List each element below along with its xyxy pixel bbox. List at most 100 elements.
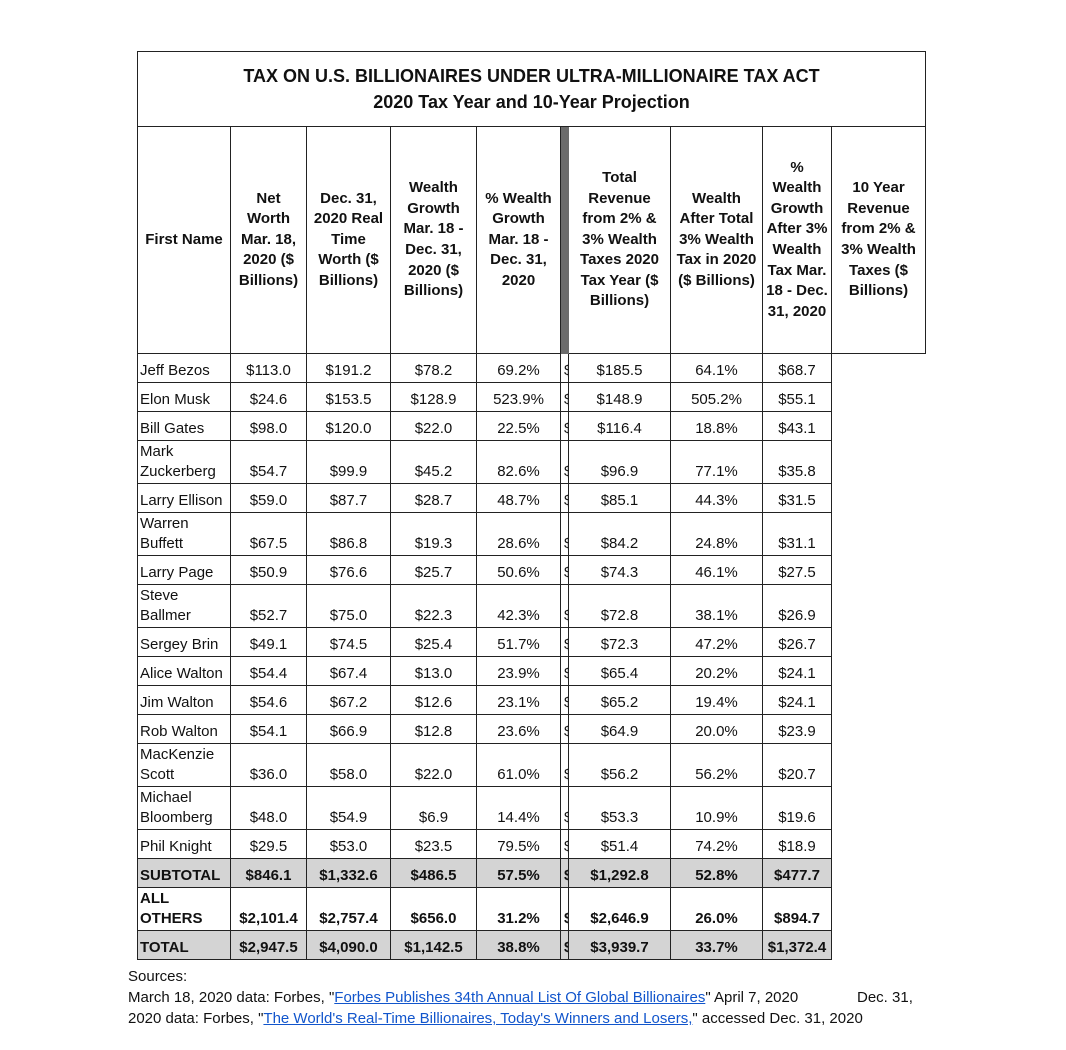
table-cell: $2.0 xyxy=(560,656,569,686)
table-cell: $2.0 xyxy=(560,685,569,715)
table-row: Jeff Bezos$113.0$191.2$78.269.2%$5.7$185… xyxy=(137,353,926,383)
table-cell: $12.8 xyxy=(390,714,477,744)
title-line-2: 2020 Tax Year and 10-Year Projection xyxy=(373,92,690,112)
table-cell: $2,757.4 xyxy=(306,887,391,931)
table-cell: 79.5% xyxy=(476,829,561,859)
table-cell: $24.1 xyxy=(762,656,832,686)
table-cell: $22.0 xyxy=(390,743,477,787)
table-cell: 61.0% xyxy=(476,743,561,787)
table-cell: $1.6 xyxy=(560,829,569,859)
table-cell: $96.9 xyxy=(568,440,671,484)
column-header: Wealth Growth Mar. 18 - Dec. 31, 2020 ($… xyxy=(390,126,477,354)
table-cell: $75.0 xyxy=(306,584,391,628)
table-cell: $1.6 xyxy=(560,786,569,830)
table-cell: $2.0 xyxy=(560,714,569,744)
table-cell: $43.1 xyxy=(762,411,832,441)
table-cell: $5.7 xyxy=(560,353,569,383)
table-cell: $22.3 xyxy=(390,584,477,628)
table-row: Sergey Brin$49.1$74.5$25.451.7%$2.2$72.3… xyxy=(137,627,926,657)
table-cell: $74.5 xyxy=(306,627,391,657)
column-header: Total Revenue from 2% & 3% Wealth Taxes … xyxy=(568,126,671,354)
table-cell: 38.8% xyxy=(476,930,561,960)
table-cell: $74.6 xyxy=(560,887,569,931)
title-line-1: TAX ON U.S. BILLIONAIRES UNDER ULTRA-MIL… xyxy=(243,66,820,86)
table-cell: $74.3 xyxy=(568,555,671,585)
table-cell: 23.1% xyxy=(476,685,561,715)
table-cell: 44.3% xyxy=(670,483,763,513)
table-cell: 82.6% xyxy=(476,440,561,484)
table-row: Alice Walton$54.4$67.4$13.023.9%$2.0$65.… xyxy=(137,656,926,686)
table-cell: $13.0 xyxy=(390,656,477,686)
summary-row: ALL OTHERS$2,101.4$2,757.4$656.031.2%$74… xyxy=(137,887,926,931)
table-cell: $67.2 xyxy=(306,685,391,715)
source-line-1: March 18, 2020 data: Forbes, "Forbes Pub… xyxy=(128,987,928,1008)
table-cell: 56.2% xyxy=(670,743,763,787)
table-cell: $27.5 xyxy=(762,555,832,585)
table-cell: $2,101.4 xyxy=(230,887,307,931)
table-cell: $58.0 xyxy=(306,743,391,787)
forbes-billionaires-list-link[interactable]: Forbes Publishes 34th Annual List Of Glo… xyxy=(334,989,706,1006)
table-cell: 52.8% xyxy=(670,858,763,888)
billionaire-tax-table: TAX ON U.S. BILLIONAIRES UNDER ULTRA-MIL… xyxy=(136,51,927,960)
table-cell: $49.1 xyxy=(230,627,307,657)
column-header: % Wealth Growth Mar. 18 - Dec. 31, 2020 xyxy=(476,126,561,354)
table-cell: $55.1 xyxy=(762,382,832,412)
table-cell: $84.2 xyxy=(568,512,671,556)
table-cell: 77.1% xyxy=(670,440,763,484)
row-label: Mark Zuckerberg xyxy=(137,440,231,484)
table-cell: $6.9 xyxy=(390,786,477,830)
table-cell: $65.2 xyxy=(568,685,671,715)
table-cell: 31.2% xyxy=(476,887,561,931)
header-row: First Name Net Worth Mar. 18, 2020 ($ Bil… xyxy=(137,126,927,354)
table-cell: $1,292.8 xyxy=(568,858,671,888)
table-cell: $29.5 xyxy=(230,829,307,859)
column-header: Dec. 31, 2020 Real Time Worth ($ Billion… xyxy=(306,126,391,354)
table-cell: 47.2% xyxy=(670,627,763,657)
table-cell: $113.0 xyxy=(230,353,307,383)
table-cell: $76.6 xyxy=(306,555,391,585)
table-cell: $1,142.5 xyxy=(390,930,477,960)
row-label: Steve Ballmer xyxy=(137,584,231,628)
column-header: 10 Year Revenue from 2% & 3% Wealth Taxe… xyxy=(830,126,927,354)
table-cell: $78.2 xyxy=(390,353,477,383)
table-cell: $66.9 xyxy=(306,714,391,744)
table-cell: 46.1% xyxy=(670,555,763,585)
table-cell: $35.8 xyxy=(762,440,832,484)
row-label: Jeff Bezos xyxy=(137,353,231,383)
source-text: March 18, 2020 data: Forbes, " xyxy=(128,989,335,1006)
table-cell: $2,646.9 xyxy=(568,887,671,931)
column-separator xyxy=(560,126,569,354)
table-cell: $19.6 xyxy=(762,786,832,830)
table-cell: $51.4 xyxy=(568,829,671,859)
table-cell: $99.9 xyxy=(306,440,391,484)
table-row: Warren Buffett$67.5$86.8$19.328.6%$2.6$8… xyxy=(137,512,926,556)
table-row: Mark Zuckerberg$54.7$99.9$45.282.6%$3.0$… xyxy=(137,440,926,484)
row-label: ALL OTHERS xyxy=(137,887,231,931)
table-cell: $2.6 xyxy=(560,483,569,513)
table-cell: 10.9% xyxy=(670,786,763,830)
table-cell: 20.0% xyxy=(670,714,763,744)
forbes-realtime-billionaires-link[interactable]: The World's Real-Time Billionaires, Toda… xyxy=(263,1010,693,1027)
summary-row: TOTAL$2,947.5$4,090.0$1,142.538.8%$114.4… xyxy=(137,930,926,960)
table-cell: $50.9 xyxy=(230,555,307,585)
table-cell: 23.9% xyxy=(476,656,561,686)
table-row: Jim Walton$54.6$67.2$12.623.1%$2.0$65.21… xyxy=(137,685,926,715)
table-cell: $114.4 xyxy=(560,930,569,960)
table-row: Bill Gates$98.0$120.0$22.022.5%$3.6$116.… xyxy=(137,411,926,441)
table-cell: $72.3 xyxy=(568,627,671,657)
table-cell: 69.2% xyxy=(476,353,561,383)
row-label: SUBTOTAL xyxy=(137,858,231,888)
table-cell: 50.6% xyxy=(476,555,561,585)
table-cell: $54.6 xyxy=(230,685,307,715)
table-cell: 48.7% xyxy=(476,483,561,513)
table-cell: $85.1 xyxy=(568,483,671,513)
table-cell: $53.0 xyxy=(306,829,391,859)
table-cell: 505.2% xyxy=(670,382,763,412)
table-cell: 33.7% xyxy=(670,930,763,960)
table-cell: $87.7 xyxy=(306,483,391,513)
row-label: Alice Walton xyxy=(137,656,231,686)
table-cell: $1.7 xyxy=(560,743,569,787)
table-title: TAX ON U.S. BILLIONAIRES UNDER ULTRA-MIL… xyxy=(136,51,927,127)
table-cell: $64.9 xyxy=(568,714,671,744)
table-cell: $67.4 xyxy=(306,656,391,686)
